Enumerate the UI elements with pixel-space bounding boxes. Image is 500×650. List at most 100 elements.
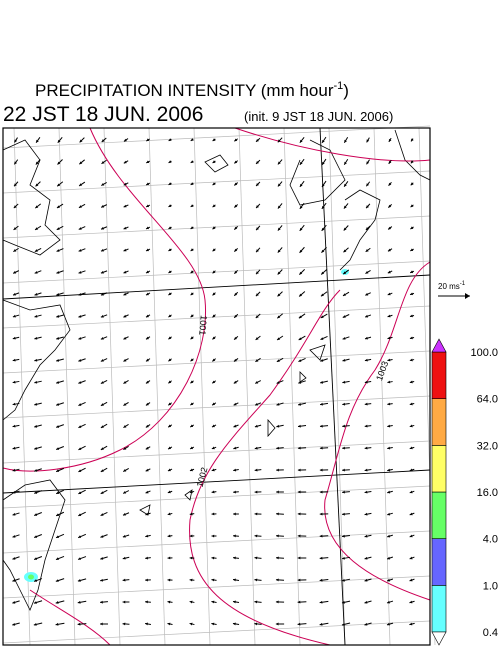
- grid-line-major: [2, 274, 431, 300]
- wind-arrow-head: [56, 271, 60, 274]
- wind-arrow-head: [100, 535, 104, 538]
- wind-arrow-head: [364, 512, 368, 516]
- wind-arrow-head: [146, 204, 150, 208]
- colorbar-label: 4.0: [483, 534, 498, 546]
- wind-arrow-head: [211, 424, 215, 428]
- wind-arrow-head: [233, 402, 237, 406]
- wind-arrow-head: [320, 315, 324, 318]
- title-text: PRECIPITATION INTENSITY (mm hour: [35, 81, 334, 100]
- wind-arrow-head: [123, 160, 127, 164]
- wind-arrow-head: [254, 490, 258, 494]
- colorbar-segment: [431, 585, 447, 633]
- wind-arrow-head: [298, 381, 302, 384]
- wind-arrow-head: [33, 601, 37, 604]
- wind-arrow-head: [277, 139, 281, 143]
- wind-arrow-head: [299, 271, 303, 275]
- wind-arrow-head: [410, 248, 414, 251]
- wind-arrow-head: [167, 534, 171, 538]
- wind-arrow-head: [34, 424, 38, 428]
- wind-arrow-head: [297, 446, 301, 450]
- grid-line: [2, 620, 431, 644]
- wind-arrow-head: [123, 512, 126, 516]
- wind-arrow-head: [342, 468, 345, 472]
- wind-arrow-head: [100, 381, 104, 384]
- wind-arrow-head: [234, 292, 238, 296]
- wind-arrow-head: [299, 183, 303, 187]
- grid-line: [373, 127, 391, 646]
- wind-arrow-head: [275, 578, 279, 582]
- rain-cell: [341, 269, 349, 275]
- wind-arrow-head: [364, 446, 368, 450]
- wind-arrow-head: [387, 578, 391, 582]
- wind-arrow-head: [319, 556, 323, 560]
- wind-arrow-head: [190, 402, 194, 406]
- wind-arrow-head: [343, 227, 347, 231]
- wind-arrow-head: [234, 336, 238, 340]
- wind-arrow-head: [212, 204, 216, 208]
- wind-arrow-head: [322, 161, 325, 165]
- wind-arrow-head: [409, 446, 413, 450]
- wind-arrow-head: [299, 205, 303, 209]
- wind-arrow-head: [342, 336, 346, 340]
- wind-arrow-head: [234, 204, 238, 208]
- wind-arrow-head: [55, 601, 59, 604]
- wind-arrow-head: [411, 138, 414, 142]
- wind-arrow-head: [189, 600, 193, 604]
- wind-arrow-head: [78, 403, 82, 406]
- wind-arrow-head: [297, 622, 301, 626]
- grid-line: [58, 127, 76, 646]
- wind-arrow-head: [364, 534, 368, 538]
- vector-scale-exponent: -1: [460, 281, 466, 287]
- wind-arrow-head: [34, 491, 38, 494]
- wind-arrow-head: [233, 468, 237, 472]
- wind-arrow-head: [409, 556, 413, 560]
- grid-line: [328, 127, 346, 646]
- colorbar-segment: [431, 491, 447, 539]
- wind-arrow-head: [212, 138, 216, 141]
- wind-arrow-head: [34, 402, 38, 406]
- wind-arrow-head: [254, 622, 258, 626]
- wind-arrow-head: [211, 556, 215, 560]
- wind-arrow-head: [342, 402, 346, 406]
- wind-arrow-head: [342, 512, 345, 516]
- wind-arrow-head: [190, 314, 194, 318]
- wind-arrow-head: [101, 204, 105, 208]
- wind-arrow-head: [342, 293, 346, 296]
- wind-arrow-head: [212, 182, 216, 186]
- isobar-label: 1001: [197, 315, 209, 336]
- wind-arrow-head: [256, 249, 259, 253]
- wind-arrow-head: [321, 249, 325, 253]
- wind-arrow-head: [234, 270, 238, 274]
- wind-arrow-head: [13, 249, 17, 252]
- wind-arrow-head: [256, 138, 259, 142]
- wind-arrow-head: [78, 336, 82, 340]
- wind-arrow-head: [256, 183, 259, 186]
- grid-line-major: [319, 127, 346, 646]
- wind-arrow-head: [387, 358, 391, 362]
- isobar: [234, 127, 431, 162]
- wind-arrow-head: [145, 534, 149, 538]
- wind-arrow-head: [255, 402, 259, 406]
- colorbar-segment: [431, 445, 447, 493]
- wind-arrow-head: [409, 512, 413, 516]
- wind-arrow-head: [365, 314, 369, 318]
- wind-arrow-head: [189, 468, 193, 472]
- graticule: [2, 125, 436, 646]
- wind-arrow-head: [34, 336, 38, 340]
- wind-arrow-head: [297, 534, 301, 538]
- grid-line: [2, 395, 431, 419]
- wind-arrow-head: [34, 579, 38, 582]
- wind-arrow-head: [410, 182, 414, 186]
- wind-arrow-head: [233, 358, 237, 362]
- wind-arrow-head: [100, 513, 104, 516]
- wind-arrow-head: [388, 226, 392, 230]
- wind-arrow-head: [364, 402, 368, 406]
- wind-arrow-head: [277, 227, 281, 231]
- wind-arrow-head: [297, 556, 301, 560]
- wind-arrow-head: [123, 270, 127, 274]
- wind-arrow-head: [299, 293, 303, 297]
- vector-scale-head: [465, 293, 470, 299]
- wind-arrow-head: [255, 315, 259, 319]
- wind-arrow-head: [254, 446, 258, 450]
- wind-arrow-head: [319, 622, 323, 626]
